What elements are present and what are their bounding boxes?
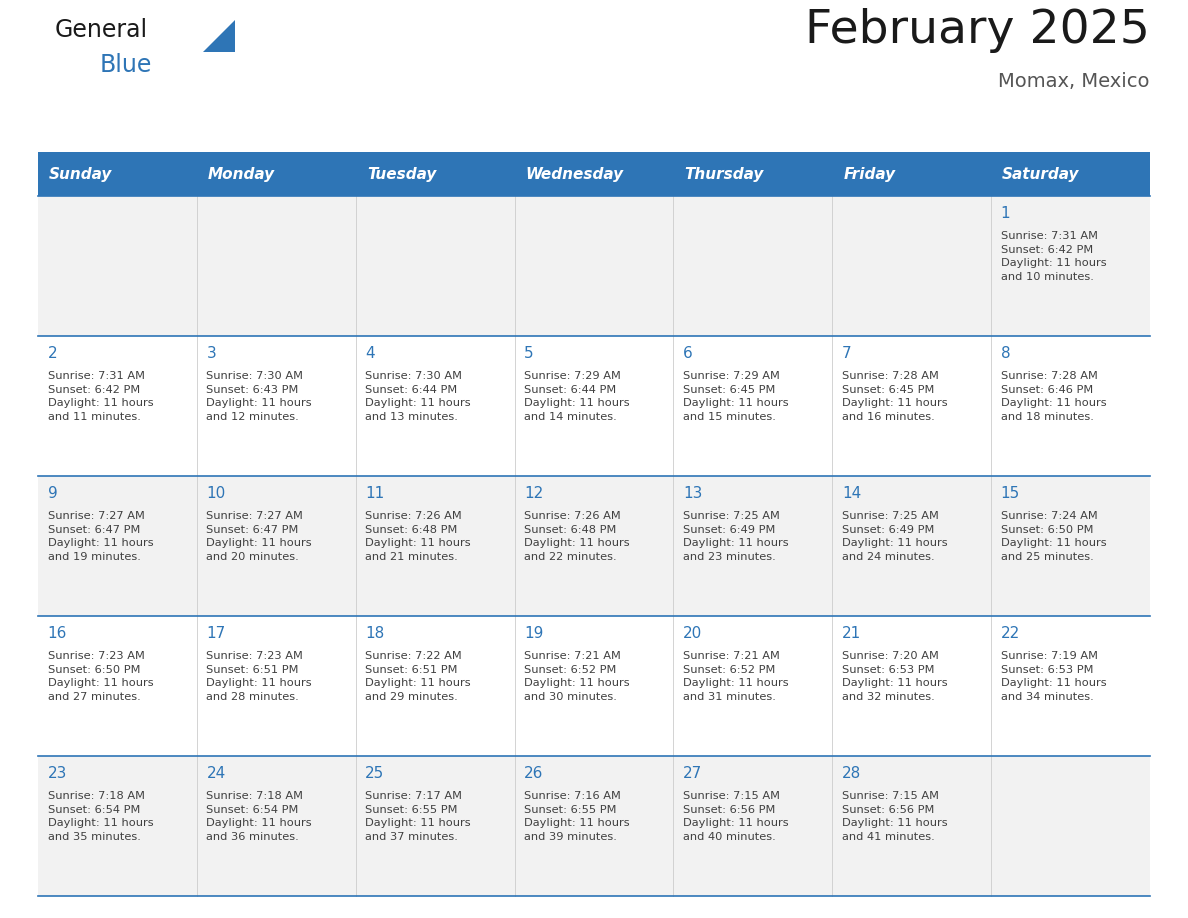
Bar [355, 152, 514, 196]
Text: Sunrise: 7:25 AM
Sunset: 6:49 PM
Daylight: 11 hours
and 23 minutes.: Sunrise: 7:25 AM Sunset: 6:49 PM Dayligh… [683, 511, 789, 562]
Text: 18: 18 [365, 626, 385, 641]
Text: Wednesday: Wednesday [526, 166, 624, 182]
Text: Sunrise: 7:28 AM
Sunset: 6:45 PM
Daylight: 11 hours
and 16 minutes.: Sunrise: 7:28 AM Sunset: 6:45 PM Dayligh… [842, 371, 948, 421]
Text: Sunrise: 7:15 AM
Sunset: 6:56 PM
Daylight: 11 hours
and 41 minutes.: Sunrise: 7:15 AM Sunset: 6:56 PM Dayligh… [842, 791, 948, 842]
Text: 15: 15 [1000, 486, 1020, 501]
Text: 17: 17 [207, 626, 226, 641]
Text: 2: 2 [48, 346, 57, 361]
Text: 21: 21 [842, 626, 861, 641]
Text: Sunrise: 7:23 AM
Sunset: 6:50 PM
Daylight: 11 hours
and 27 minutes.: Sunrise: 7:23 AM Sunset: 6:50 PM Dayligh… [48, 651, 153, 701]
Text: Sunrise: 7:24 AM
Sunset: 6:50 PM
Daylight: 11 hours
and 25 minutes.: Sunrise: 7:24 AM Sunset: 6:50 PM Dayligh… [1000, 511, 1106, 562]
Text: Sunrise: 7:18 AM
Sunset: 6:54 PM
Daylight: 11 hours
and 35 minutes.: Sunrise: 7:18 AM Sunset: 6:54 PM Dayligh… [48, 791, 153, 842]
Text: 1: 1 [1000, 206, 1010, 221]
Text: 23: 23 [48, 766, 67, 781]
Bar [674, 152, 833, 196]
Polygon shape [203, 20, 235, 52]
Text: Sunrise: 7:16 AM
Sunset: 6:55 PM
Daylight: 11 hours
and 39 minutes.: Sunrise: 7:16 AM Sunset: 6:55 PM Dayligh… [524, 791, 630, 842]
Bar [38, 756, 1150, 896]
Text: Sunrise: 7:19 AM
Sunset: 6:53 PM
Daylight: 11 hours
and 34 minutes.: Sunrise: 7:19 AM Sunset: 6:53 PM Dayligh… [1000, 651, 1106, 701]
Text: Tuesday: Tuesday [367, 166, 436, 182]
Text: 12: 12 [524, 486, 543, 501]
Text: 22: 22 [1000, 626, 1020, 641]
Text: 20: 20 [683, 626, 702, 641]
Text: Sunrise: 7:18 AM
Sunset: 6:54 PM
Daylight: 11 hours
and 36 minutes.: Sunrise: 7:18 AM Sunset: 6:54 PM Dayligh… [207, 791, 312, 842]
Text: Sunrise: 7:26 AM
Sunset: 6:48 PM
Daylight: 11 hours
and 22 minutes.: Sunrise: 7:26 AM Sunset: 6:48 PM Dayligh… [524, 511, 630, 562]
Text: Sunrise: 7:28 AM
Sunset: 6:46 PM
Daylight: 11 hours
and 18 minutes.: Sunrise: 7:28 AM Sunset: 6:46 PM Dayligh… [1000, 371, 1106, 421]
Text: 9: 9 [48, 486, 57, 501]
Text: Sunrise: 7:30 AM
Sunset: 6:43 PM
Daylight: 11 hours
and 12 minutes.: Sunrise: 7:30 AM Sunset: 6:43 PM Dayligh… [207, 371, 312, 421]
Text: February 2025: February 2025 [805, 8, 1150, 53]
Text: Sunrise: 7:29 AM
Sunset: 6:45 PM
Daylight: 11 hours
and 15 minutes.: Sunrise: 7:29 AM Sunset: 6:45 PM Dayligh… [683, 371, 789, 421]
Text: Sunrise: 7:30 AM
Sunset: 6:44 PM
Daylight: 11 hours
and 13 minutes.: Sunrise: 7:30 AM Sunset: 6:44 PM Dayligh… [365, 371, 470, 421]
Text: Sunrise: 7:20 AM
Sunset: 6:53 PM
Daylight: 11 hours
and 32 minutes.: Sunrise: 7:20 AM Sunset: 6:53 PM Dayligh… [842, 651, 948, 701]
Bar [38, 152, 197, 196]
Bar [38, 616, 1150, 756]
Text: 16: 16 [48, 626, 67, 641]
Bar [38, 196, 1150, 336]
Text: Sunrise: 7:31 AM
Sunset: 6:42 PM
Daylight: 11 hours
and 10 minutes.: Sunrise: 7:31 AM Sunset: 6:42 PM Dayligh… [1000, 231, 1106, 282]
Text: 4: 4 [365, 346, 375, 361]
Text: Sunrise: 7:22 AM
Sunset: 6:51 PM
Daylight: 11 hours
and 29 minutes.: Sunrise: 7:22 AM Sunset: 6:51 PM Dayligh… [365, 651, 470, 701]
Text: Sunrise: 7:21 AM
Sunset: 6:52 PM
Daylight: 11 hours
and 31 minutes.: Sunrise: 7:21 AM Sunset: 6:52 PM Dayligh… [683, 651, 789, 701]
Text: Sunday: Sunday [49, 166, 113, 182]
Text: 14: 14 [842, 486, 861, 501]
Bar [514, 152, 674, 196]
Text: 25: 25 [365, 766, 385, 781]
Text: Sunrise: 7:27 AM
Sunset: 6:47 PM
Daylight: 11 hours
and 20 minutes.: Sunrise: 7:27 AM Sunset: 6:47 PM Dayligh… [207, 511, 312, 562]
Text: 13: 13 [683, 486, 702, 501]
Text: Sunrise: 7:21 AM
Sunset: 6:52 PM
Daylight: 11 hours
and 30 minutes.: Sunrise: 7:21 AM Sunset: 6:52 PM Dayligh… [524, 651, 630, 701]
Text: 11: 11 [365, 486, 385, 501]
Bar [991, 152, 1150, 196]
Text: 27: 27 [683, 766, 702, 781]
Text: Blue: Blue [100, 53, 152, 77]
Text: Sunrise: 7:29 AM
Sunset: 6:44 PM
Daylight: 11 hours
and 14 minutes.: Sunrise: 7:29 AM Sunset: 6:44 PM Dayligh… [524, 371, 630, 421]
Text: 19: 19 [524, 626, 543, 641]
Text: Friday: Friday [843, 166, 896, 182]
Text: 8: 8 [1000, 346, 1010, 361]
Bar [38, 476, 1150, 616]
Text: Sunrise: 7:17 AM
Sunset: 6:55 PM
Daylight: 11 hours
and 37 minutes.: Sunrise: 7:17 AM Sunset: 6:55 PM Dayligh… [365, 791, 470, 842]
Text: Momax, Mexico: Momax, Mexico [998, 72, 1150, 91]
Bar [38, 336, 1150, 476]
Text: 28: 28 [842, 766, 861, 781]
Text: Sunrise: 7:31 AM
Sunset: 6:42 PM
Daylight: 11 hours
and 11 minutes.: Sunrise: 7:31 AM Sunset: 6:42 PM Dayligh… [48, 371, 153, 421]
Text: Thursday: Thursday [684, 166, 764, 182]
Text: 3: 3 [207, 346, 216, 361]
Text: Sunrise: 7:23 AM
Sunset: 6:51 PM
Daylight: 11 hours
and 28 minutes.: Sunrise: 7:23 AM Sunset: 6:51 PM Dayligh… [207, 651, 312, 701]
Text: General: General [55, 18, 148, 42]
Text: Sunrise: 7:26 AM
Sunset: 6:48 PM
Daylight: 11 hours
and 21 minutes.: Sunrise: 7:26 AM Sunset: 6:48 PM Dayligh… [365, 511, 470, 562]
Text: Saturday: Saturday [1003, 166, 1080, 182]
Text: 7: 7 [842, 346, 852, 361]
Text: 24: 24 [207, 766, 226, 781]
Text: 10: 10 [207, 486, 226, 501]
Text: 26: 26 [524, 766, 543, 781]
Text: Sunrise: 7:27 AM
Sunset: 6:47 PM
Daylight: 11 hours
and 19 minutes.: Sunrise: 7:27 AM Sunset: 6:47 PM Dayligh… [48, 511, 153, 562]
Text: 6: 6 [683, 346, 693, 361]
Text: 5: 5 [524, 346, 533, 361]
Bar [833, 152, 991, 196]
Text: Sunrise: 7:15 AM
Sunset: 6:56 PM
Daylight: 11 hours
and 40 minutes.: Sunrise: 7:15 AM Sunset: 6:56 PM Dayligh… [683, 791, 789, 842]
Text: Sunrise: 7:25 AM
Sunset: 6:49 PM
Daylight: 11 hours
and 24 minutes.: Sunrise: 7:25 AM Sunset: 6:49 PM Dayligh… [842, 511, 948, 562]
Text: Monday: Monday [208, 166, 276, 182]
Bar [197, 152, 355, 196]
